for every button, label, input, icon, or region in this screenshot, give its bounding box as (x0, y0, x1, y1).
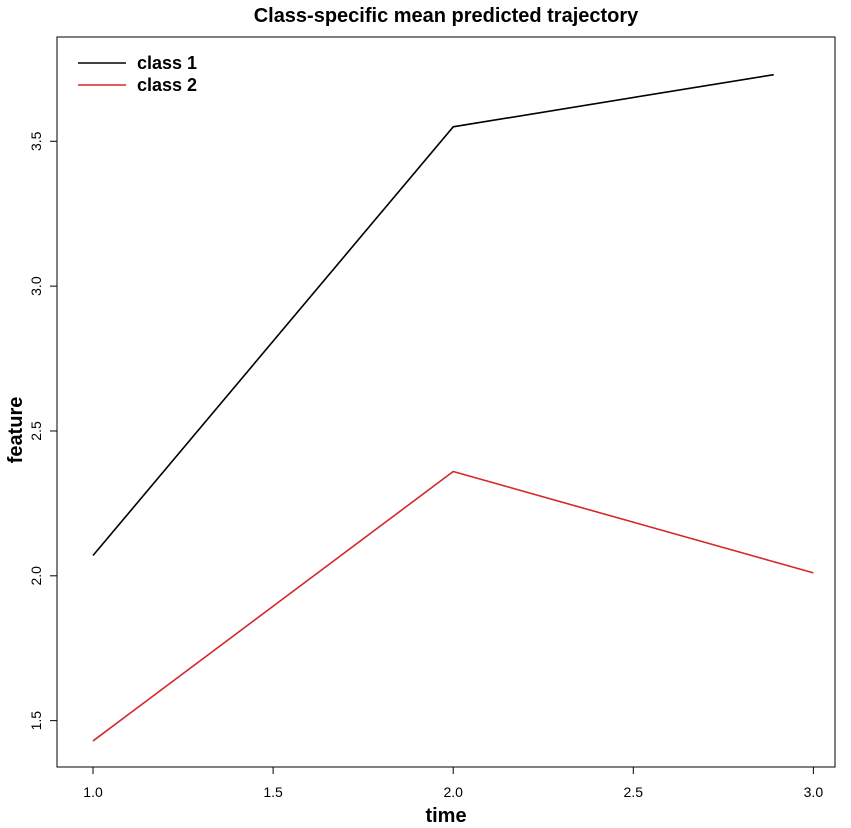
legend-label: class 1 (137, 53, 197, 73)
series-line (92, 73, 774, 557)
x-tick-label: 2.5 (624, 784, 644, 800)
y-tick-label: 2.5 (28, 421, 44, 441)
y-tick-label: 3.0 (28, 276, 44, 296)
y-tick-label: 3.5 (28, 131, 44, 151)
y-tick-label: 1.5 (28, 711, 44, 731)
x-tick-label: 1.0 (83, 784, 103, 800)
series-line (92, 470, 814, 742)
x-tick-label: 2.0 (443, 784, 463, 800)
chart-title: Class-specific mean predicted trajectory (254, 5, 639, 27)
x-axis-label: time (425, 805, 466, 827)
x-tick-label: 3.0 (804, 784, 824, 800)
legend-label: class 2 (137, 75, 197, 95)
plot-frame (56, 36, 836, 768)
y-axis-label: feature (5, 397, 27, 464)
x-tick-label: 1.5 (263, 784, 283, 800)
y-tick-label: 2.0 (28, 566, 44, 586)
